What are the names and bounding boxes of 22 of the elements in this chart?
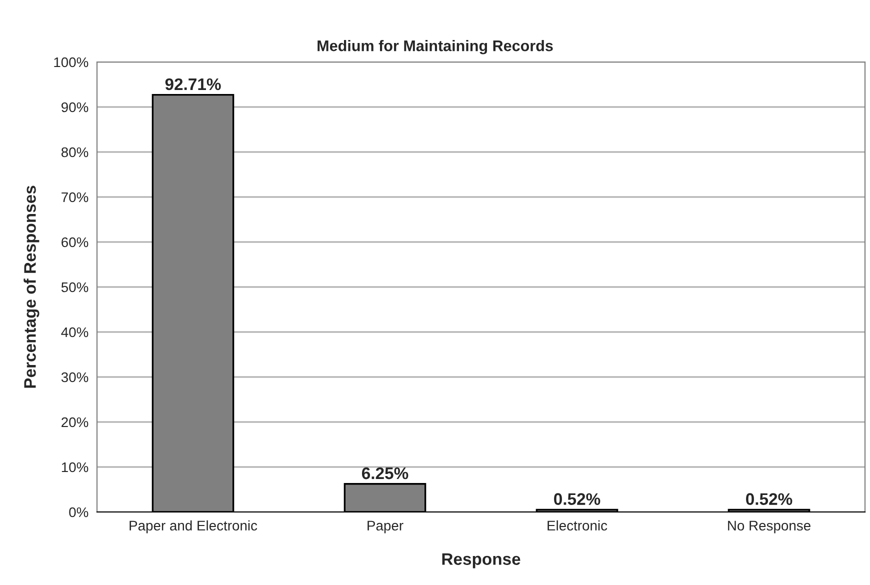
y-tick-label: 90% xyxy=(62,102,88,112)
data-label: 6.25% xyxy=(362,467,408,480)
y-tick-label: 0% xyxy=(69,507,88,518)
x-tick-label: Electronic xyxy=(548,520,608,531)
chart-title: Medium for Maintaining Records xyxy=(318,40,553,54)
y-tick-label: 10% xyxy=(62,462,88,472)
y-tick-label: 50% xyxy=(61,282,88,292)
y-tick-label: 20% xyxy=(62,417,88,428)
data-label: 92.71% xyxy=(165,78,221,90)
y-tick-label: 40% xyxy=(61,327,88,338)
x-axis-title: Response xyxy=(442,553,520,568)
y-axis-title: Percentage of Responses xyxy=(24,186,40,388)
x-tick-label: No Response xyxy=(728,520,810,534)
x-tick-label: Paper and Electronic xyxy=(130,520,258,534)
y-tick-label: 100% xyxy=(54,57,88,68)
y-tick-label: 60% xyxy=(62,237,88,248)
x-tick-label: Paper xyxy=(368,520,404,534)
y-tick-label: 70% xyxy=(62,192,88,202)
y-tick-label: 80% xyxy=(61,147,88,158)
y-tick-label: 30% xyxy=(61,372,88,382)
data-label: 0.52% xyxy=(746,493,792,505)
data-label: 0.52% xyxy=(554,493,600,505)
